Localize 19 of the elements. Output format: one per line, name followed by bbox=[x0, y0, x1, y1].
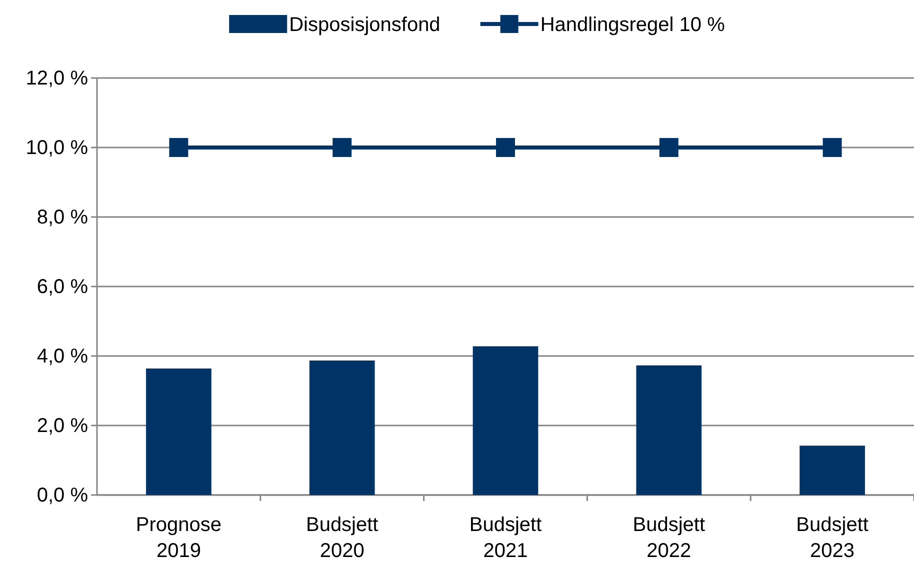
y-tick-label: 4,0 % bbox=[36, 345, 88, 368]
bar bbox=[800, 446, 865, 495]
y-tick-label: 0,0 % bbox=[36, 484, 88, 506]
bar bbox=[309, 360, 375, 495]
y-tick-label: 10,0 % bbox=[26, 136, 88, 159]
bar bbox=[636, 365, 702, 495]
y-tick-label: 6,0 % bbox=[36, 276, 88, 298]
legend-label: Handlingsregel 10 % bbox=[540, 14, 726, 36]
y-tick-label: 8,0 % bbox=[36, 206, 88, 228]
x-tick-label: Budsjett 2022 bbox=[632, 514, 706, 562]
x-tick-label: Budsjett 2020 bbox=[306, 514, 379, 562]
x-tick-label: Budsjett 2023 bbox=[796, 514, 869, 562]
bar bbox=[472, 346, 538, 495]
y-tick-label: 12,0 % bbox=[26, 67, 88, 90]
bar bbox=[146, 368, 212, 495]
y-tick-label: 2,0 % bbox=[36, 414, 88, 437]
legend-label: Disposisjonsfond bbox=[289, 14, 440, 36]
x-tick-label: Prognose 2019 bbox=[136, 514, 222, 562]
x-tick-label: Budsjett 2021 bbox=[469, 514, 542, 562]
